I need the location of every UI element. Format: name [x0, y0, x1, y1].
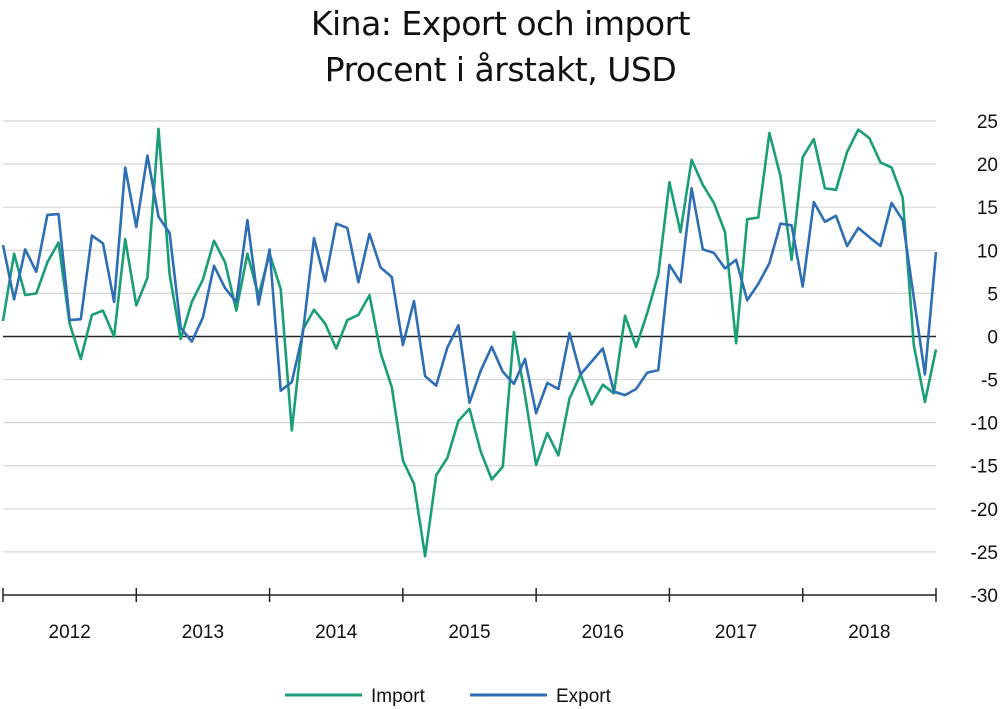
y-tick-label: 10 [977, 241, 998, 262]
y-tick-label: -15 [971, 457, 998, 478]
x-axis: 2012 2013 2014 2015 2016 2017 2018 [2, 588, 937, 643]
x-tick-label: 2016 [582, 622, 624, 643]
y-tick-label: -30 [971, 586, 998, 607]
y-tick-label: 25 [977, 112, 998, 133]
legend: Import Export [285, 686, 612, 707]
x-tick-label: 2017 [715, 622, 757, 643]
y-tick-label: -5 [981, 371, 998, 392]
x-tick-label: 2014 [315, 622, 358, 643]
x-tick-label: 2018 [848, 622, 890, 643]
series-lines [1, 127, 938, 558]
y-axis-tick-labels: 25 20 15 10 5 0 -5 -10 -15 -20 -25 -30 [971, 112, 998, 607]
y-tick-label: -20 [971, 500, 998, 521]
y-tick-label: 20 [977, 155, 998, 176]
legend-import-label: Import [371, 686, 426, 707]
x-tick-label: 2013 [182, 622, 224, 643]
y-tick-label: 5 [987, 284, 998, 305]
series-line-import [1, 127, 938, 558]
chart-title: Kina: Export och import [310, 4, 691, 43]
y-tick-label: 0 [987, 327, 998, 348]
gridlines [3, 120, 936, 553]
chart-subtitle: Procent i årstakt, USD [324, 50, 677, 89]
series-line-export [1, 154, 938, 415]
y-tick-label: -10 [971, 414, 998, 435]
x-tick-label: 2012 [49, 622, 91, 643]
legend-export-label: Export [556, 686, 612, 707]
y-tick-label: 15 [977, 198, 998, 219]
y-tick-label: -25 [971, 543, 998, 564]
x-tick-label: 2015 [448, 622, 490, 643]
